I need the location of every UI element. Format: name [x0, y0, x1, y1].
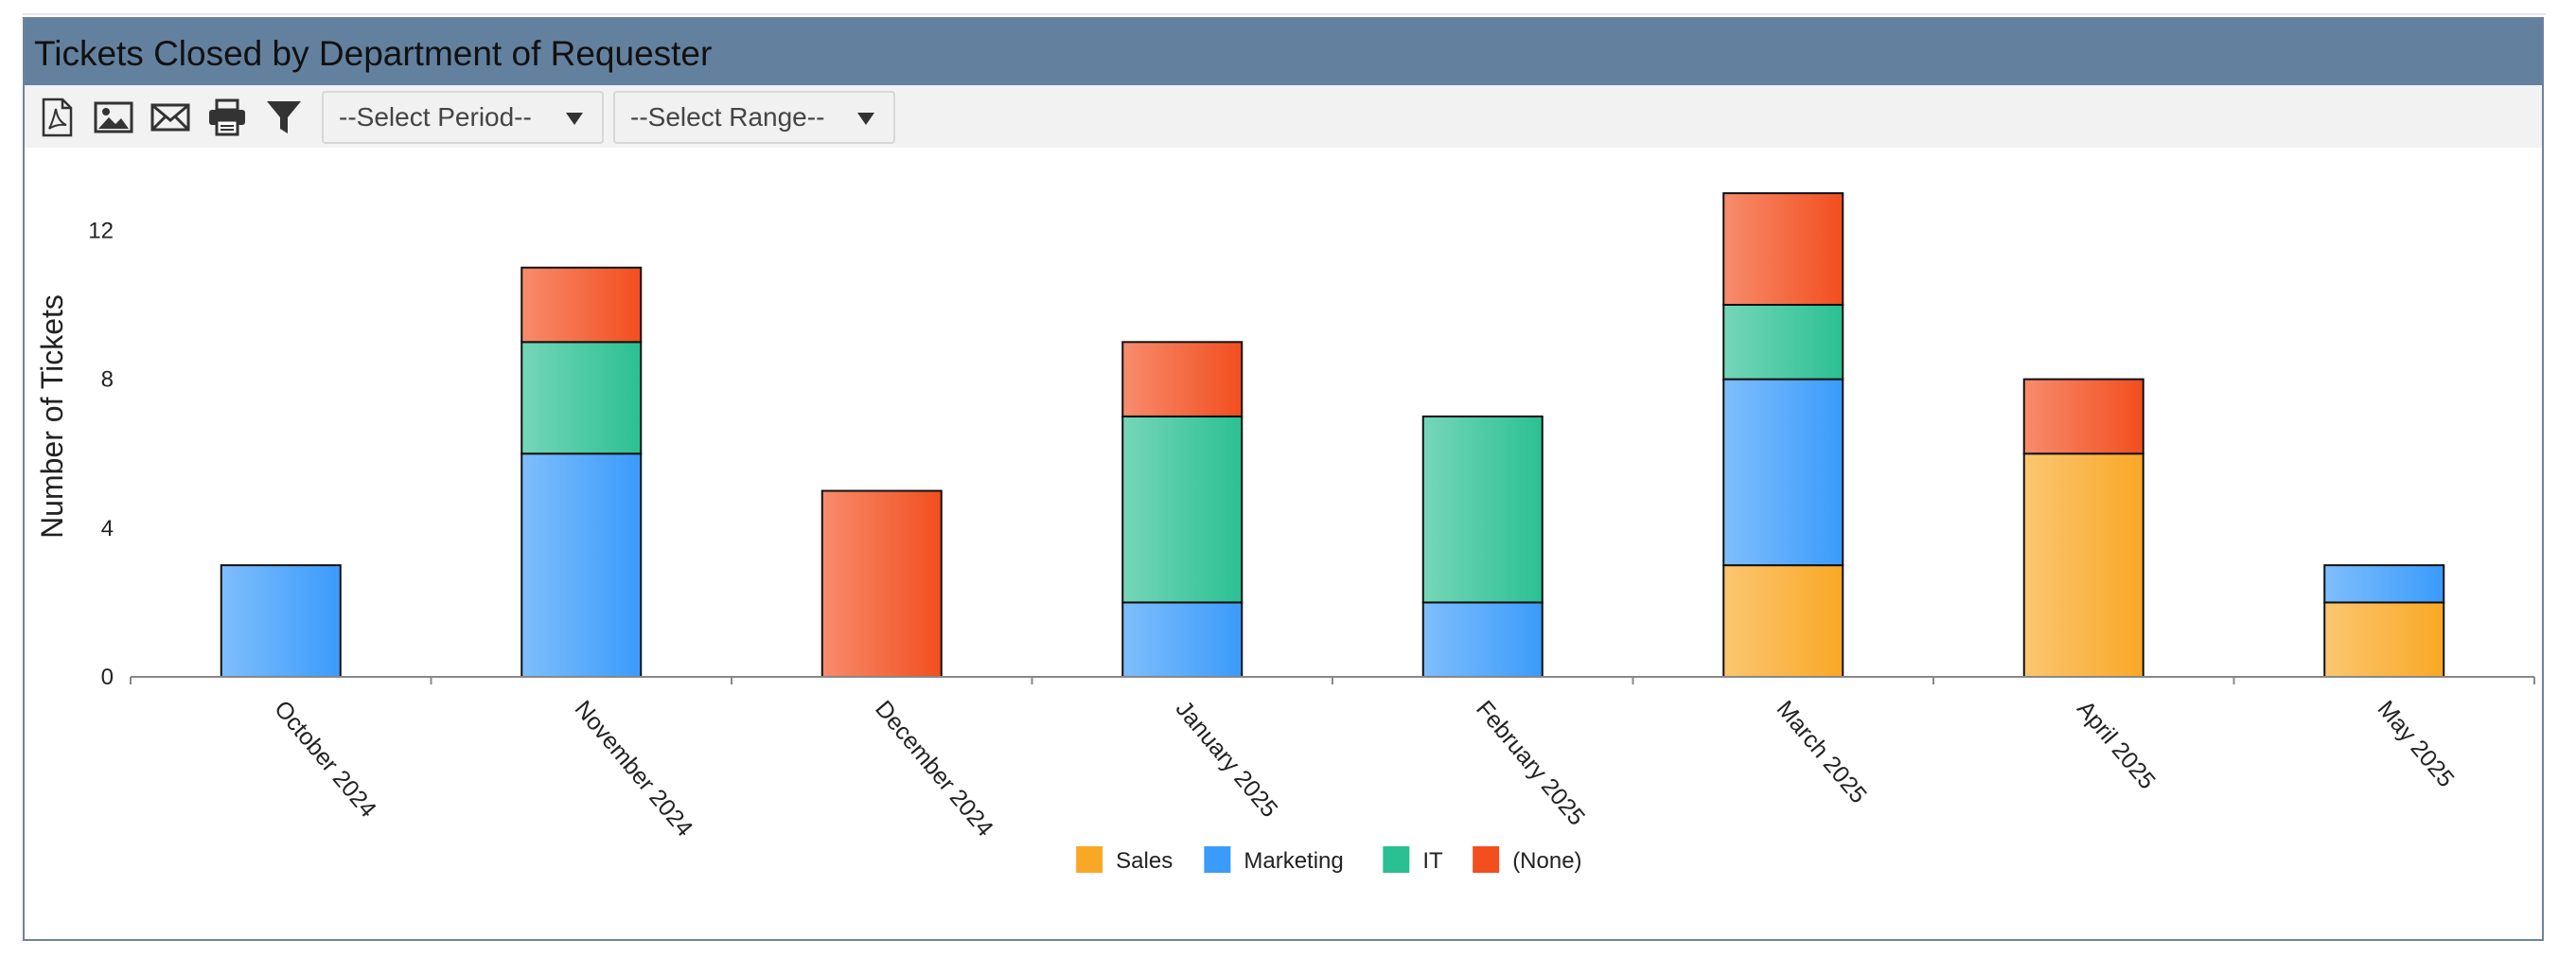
bar-marketing-march-2025[interactable] [1722, 378, 1844, 567]
bar-it-march-2025[interactable] [1722, 304, 1844, 381]
image-icon[interactable] [91, 95, 136, 140]
y-tick-label: 0 [101, 665, 114, 690]
period-select[interactable]: --Select Period-- [322, 91, 604, 144]
y-tick-label: 8 [101, 367, 114, 393]
pdf-icon[interactable] [34, 95, 79, 140]
legend-label: Sales [1116, 848, 1173, 874]
legend-swatch [1076, 846, 1103, 873]
bar-sales-march-2025[interactable] [1722, 564, 1844, 678]
legend-label: Marketing [1244, 848, 1343, 874]
x-tick-label: April 2025 [2072, 696, 2161, 794]
range-select-label: --Select Range-- [630, 102, 825, 132]
x-tick-label: November 2024 [570, 696, 698, 842]
filter-icon[interactable] [261, 95, 307, 140]
legend-item-none[interactable]: (None) [1473, 846, 1582, 874]
bar-none-january-2025[interactable] [1121, 341, 1244, 417]
bar-none-march-2025[interactable] [1722, 192, 1844, 307]
bar-marketing-february-2025[interactable] [1421, 601, 1544, 679]
x-tick-label: January 2025 [1171, 696, 1283, 823]
x-tick-label: December 2024 [870, 696, 998, 842]
y-tick-label: 12 [88, 218, 114, 243]
email-icon[interactable] [148, 95, 193, 140]
bar-marketing-may-2025[interactable] [2323, 564, 2445, 604]
bar-sales-april-2025[interactable] [2022, 452, 2144, 679]
legend-swatch [1383, 846, 1410, 873]
x-tick-label: March 2025 [1772, 696, 1872, 808]
bar-none-november-2024[interactable] [520, 266, 643, 344]
x-tick-label: October 2024 [269, 696, 381, 823]
bar-it-january-2025[interactable] [1121, 415, 1244, 604]
bar-marketing-january-2025[interactable] [1121, 601, 1244, 679]
x-tick-label: May 2025 [2373, 696, 2460, 792]
top-divider [23, 0, 2546, 15]
legend-item-marketing[interactable]: Marketing [1204, 846, 1344, 874]
bar-marketing-november-2024[interactable] [520, 452, 643, 679]
bar-it-november-2024[interactable] [520, 341, 643, 455]
bar-sales-may-2025[interactable] [2323, 601, 2445, 679]
legend-item-sales[interactable]: Sales [1076, 846, 1173, 874]
print-icon[interactable] [204, 95, 250, 140]
period-select-label: --Select Period-- [339, 102, 532, 132]
x-tick-label: February 2025 [1471, 696, 1590, 831]
toolbar: --Select Period-- --Select Range-- [25, 85, 2542, 148]
bar-marketing-october-2024[interactable] [220, 564, 342, 678]
range-select[interactable]: --Select Range-- [613, 91, 895, 144]
legend-item-it[interactable]: IT [1383, 846, 1443, 874]
bar-none-april-2025[interactable] [2022, 378, 2144, 455]
legend-label: IT [1422, 848, 1443, 874]
bar-none-december-2024[interactable] [820, 489, 943, 678]
chevron-down-icon [566, 113, 583, 125]
legend-label: (None) [1512, 848, 1581, 874]
chart-panel: Tickets Closed by Department of Requeste… [23, 17, 2544, 941]
panel-title: Tickets Closed by Department of Requeste… [25, 19, 2542, 85]
y-axis-label: Number of Tickets [35, 294, 69, 539]
legend-swatch [1204, 846, 1231, 873]
y-tick-label: 4 [101, 516, 114, 541]
chevron-down-icon [857, 113, 874, 125]
legend-swatch [1473, 846, 1500, 873]
bar-it-february-2025[interactable] [1421, 415, 1544, 604]
